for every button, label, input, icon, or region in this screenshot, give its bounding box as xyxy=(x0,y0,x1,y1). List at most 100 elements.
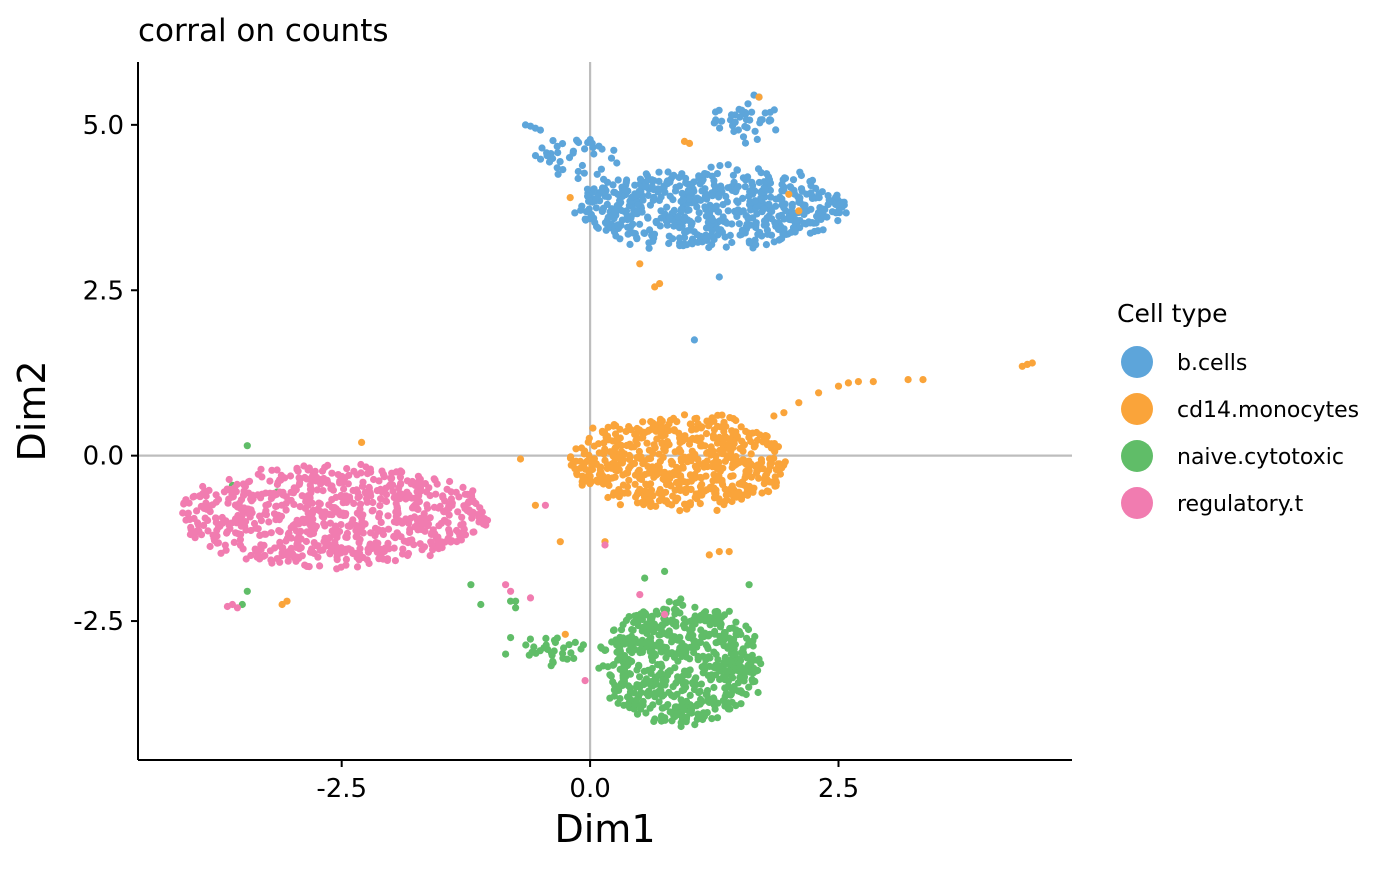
point xyxy=(604,663,612,671)
point xyxy=(724,682,732,691)
point xyxy=(685,206,693,214)
point xyxy=(655,631,663,639)
point xyxy=(567,453,575,461)
point xyxy=(650,426,658,434)
point xyxy=(741,139,750,147)
point xyxy=(639,196,647,204)
point xyxy=(732,618,740,626)
point xyxy=(728,497,736,506)
point xyxy=(227,519,236,527)
legend-swatch xyxy=(1121,346,1153,378)
point xyxy=(311,467,319,475)
point xyxy=(721,457,730,465)
point xyxy=(631,612,639,620)
point xyxy=(375,509,384,518)
point xyxy=(619,621,627,629)
point xyxy=(713,506,721,514)
point xyxy=(368,544,376,553)
point xyxy=(678,687,686,695)
point xyxy=(445,511,453,519)
point xyxy=(768,207,776,215)
point xyxy=(295,480,303,489)
point xyxy=(688,426,696,434)
point xyxy=(715,548,723,556)
point xyxy=(597,463,605,471)
point xyxy=(751,632,759,641)
point xyxy=(197,531,206,539)
point xyxy=(733,166,741,174)
point xyxy=(592,204,600,212)
point xyxy=(589,143,597,152)
point xyxy=(712,639,720,647)
point xyxy=(721,497,729,505)
point xyxy=(686,420,694,428)
point xyxy=(589,424,597,432)
point xyxy=(709,434,718,442)
point xyxy=(298,552,306,560)
point xyxy=(640,501,648,509)
point xyxy=(343,529,351,538)
point xyxy=(690,685,699,694)
point xyxy=(353,471,361,479)
point xyxy=(638,640,646,648)
point xyxy=(559,166,567,174)
point xyxy=(336,477,344,485)
point xyxy=(363,470,372,478)
point xyxy=(580,169,588,177)
point xyxy=(761,185,769,193)
point xyxy=(701,611,709,619)
point xyxy=(715,191,723,199)
point xyxy=(712,650,720,659)
point xyxy=(657,207,665,215)
point xyxy=(721,653,729,662)
point xyxy=(722,491,730,499)
point xyxy=(313,486,321,494)
point xyxy=(685,440,694,448)
point xyxy=(736,664,744,672)
point xyxy=(333,556,341,564)
point xyxy=(795,198,803,206)
point xyxy=(192,528,200,536)
point xyxy=(668,717,676,725)
point xyxy=(635,187,643,195)
point xyxy=(791,226,800,234)
point xyxy=(206,542,214,551)
point xyxy=(662,703,670,711)
point xyxy=(390,544,398,552)
point xyxy=(549,137,557,145)
point xyxy=(598,207,607,215)
point xyxy=(543,152,551,160)
point xyxy=(571,638,579,647)
point xyxy=(684,187,692,195)
point xyxy=(343,465,351,473)
point xyxy=(712,202,721,210)
point xyxy=(666,470,674,478)
point xyxy=(719,639,727,647)
point xyxy=(641,183,650,191)
point xyxy=(720,427,728,436)
point xyxy=(461,490,469,498)
point xyxy=(695,209,703,217)
point xyxy=(595,440,603,448)
point xyxy=(754,165,763,173)
point xyxy=(650,230,659,238)
point xyxy=(213,532,221,540)
point xyxy=(345,545,353,553)
point xyxy=(235,499,243,507)
point xyxy=(516,455,525,463)
point xyxy=(257,517,265,525)
point xyxy=(663,203,671,211)
point xyxy=(316,546,324,555)
point xyxy=(715,106,723,114)
point xyxy=(598,427,607,435)
point xyxy=(745,192,753,200)
point xyxy=(622,427,630,436)
point xyxy=(468,514,476,522)
point xyxy=(309,529,318,538)
point xyxy=(595,449,603,457)
point xyxy=(842,209,850,217)
point xyxy=(724,184,732,192)
point xyxy=(713,439,722,447)
point xyxy=(306,485,315,493)
point xyxy=(683,227,692,235)
